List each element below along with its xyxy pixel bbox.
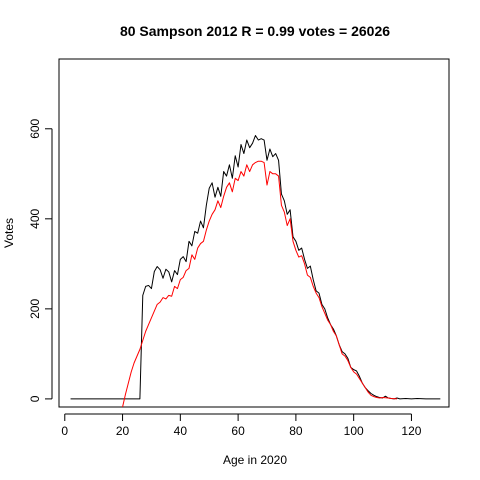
x-tick-label: 40 [174,424,188,438]
y-tick-label: 400 [28,208,42,228]
y-axis-label: Votes [2,218,16,248]
x-tick-label: 60 [231,424,245,438]
x-tick-label: 120 [401,424,421,438]
series-layer [70,135,441,407]
x-axis-label: Age in 2020 [223,453,287,467]
x-tick-label: 80 [289,424,303,438]
y-tick-label: 200 [28,299,42,319]
series-line-2 [122,160,398,407]
y-axis: 0 200 400 600 [28,118,53,402]
x-tick-label: 100 [344,424,364,438]
y-tick-label: 600 [28,118,42,138]
chart-title: 80 Sampson 2012 R = 0.99 votes = 26026 [120,23,390,39]
series-line-1 [70,135,441,400]
plot-frame [58,58,450,408]
y-tick-label: 0 [28,395,42,402]
x-tick-label: 0 [61,424,68,438]
x-axis: 0 20 40 60 80 100 120 [61,413,422,438]
x-tick-label: 20 [116,424,130,438]
